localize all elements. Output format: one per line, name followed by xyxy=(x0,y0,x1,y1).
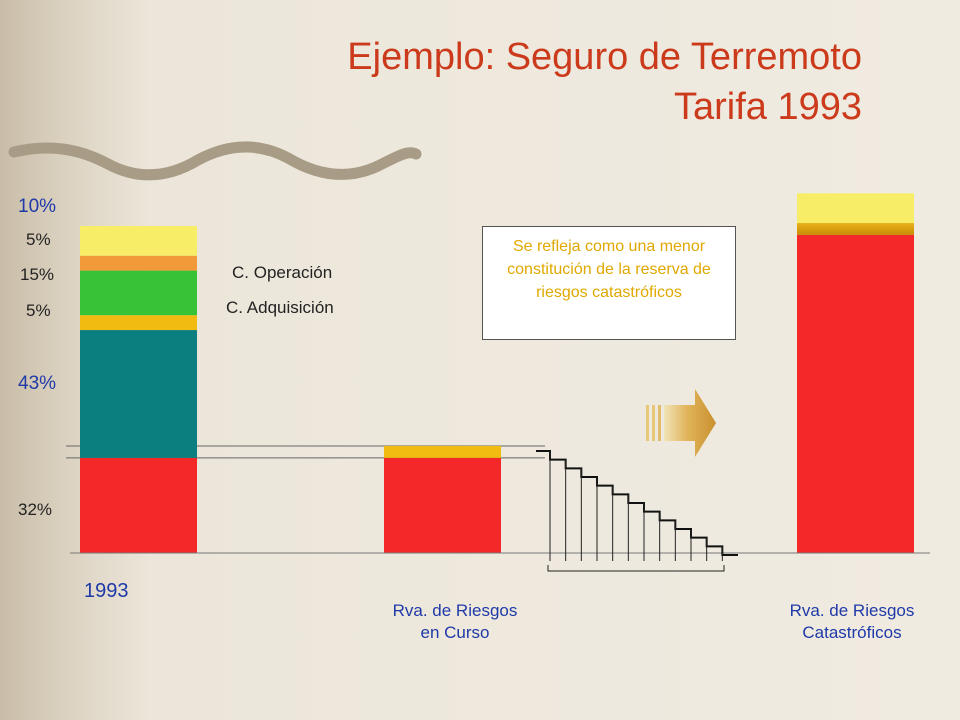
staircase-path xyxy=(536,450,738,556)
note-box: Se refleja como una menor constitución d… xyxy=(482,226,736,340)
label-c-operacion: C. Operación xyxy=(232,263,333,282)
bars-group xyxy=(80,193,914,553)
decorative-wave xyxy=(8,141,422,181)
bar-segment-2-0 xyxy=(797,234,914,553)
caption-rva-catastroficos: Rva. de Riesgos Catastróficos xyxy=(752,600,952,644)
caption-rva-curso-line-2: en Curso xyxy=(420,623,490,642)
bar-segment-0-4 xyxy=(80,255,197,271)
label-c-adquisicion: C. Adquisición xyxy=(226,298,334,317)
staircase-bracket xyxy=(547,565,725,572)
bar-segment-1-0 xyxy=(384,457,501,553)
bar-segment-2-1 xyxy=(797,223,914,235)
label-pct-10: 10% xyxy=(18,196,57,217)
title-line-1: Ejemplo: Seguro de Terremoto xyxy=(347,36,862,78)
label-pct-5a: 5% xyxy=(26,230,51,249)
bar-segment-0-3 xyxy=(80,270,197,316)
caption-rva-curso-line-1: Rva. de Riesgos xyxy=(392,601,518,620)
label-pct-15: 15% xyxy=(20,265,55,284)
caption-rva-curso: Rva. de Riesgos en Curso xyxy=(360,600,550,644)
label-pct-43: 43% xyxy=(18,373,57,394)
caption-rva-cat-line-1: Rva. de Riesgos xyxy=(789,601,915,620)
arrow-icon xyxy=(646,389,716,457)
staircase-diagram xyxy=(536,450,738,572)
bar-segment-1-1 xyxy=(384,445,501,458)
title-line-2: Tarifa 1993 xyxy=(673,86,862,128)
bar-segment-0-1 xyxy=(80,330,197,458)
label-pct-32: 32% xyxy=(18,500,53,519)
label-pct-5b: 5% xyxy=(26,301,51,320)
bar-segment-2-2 xyxy=(797,193,914,224)
bar-segment-0-5 xyxy=(80,226,197,256)
label-year: 1993 xyxy=(84,580,129,602)
bar-segment-0-2 xyxy=(80,315,197,331)
caption-rva-cat-line-2: Catastróficos xyxy=(802,623,902,642)
bar-segment-0-0 xyxy=(80,457,197,553)
